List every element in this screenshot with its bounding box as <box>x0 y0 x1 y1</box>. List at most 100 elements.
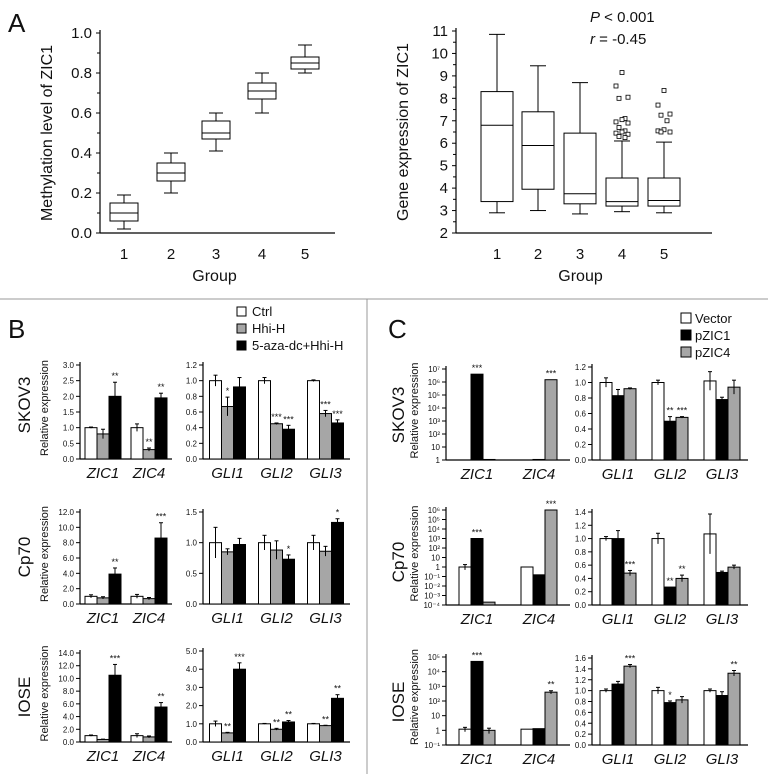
legend-swatch-pzic1 <box>680 329 692 341</box>
y-tick-label: 10 <box>431 554 440 563</box>
y-tick-label: 1.5 <box>186 508 198 517</box>
chart-c-cp70-gli: 0.00.20.40.60.81.01.21.4GLI1***GLI2****G… <box>575 508 748 628</box>
y-tick-label: 0.4 <box>575 719 587 728</box>
x-category-label: ZIC4 <box>132 748 166 765</box>
significance-marker: ** <box>730 660 738 670</box>
significance-marker: *** <box>283 414 294 424</box>
bar-vector <box>651 538 665 606</box>
box-group-3 <box>201 112 231 152</box>
bar-5-aza-dc-hhi-h <box>233 544 246 605</box>
y-tick-label: 1.0 <box>186 377 198 386</box>
x-category-label: GLI3 <box>309 465 342 482</box>
outlier-point <box>619 70 625 75</box>
bar-hhi-h <box>270 423 283 460</box>
y-tick-label: 0.5 <box>63 439 75 448</box>
bar-pzic1 <box>663 586 677 606</box>
bar-pzic1 <box>663 702 677 746</box>
box-group-2 <box>521 65 555 212</box>
bar-pzic4 <box>623 388 637 461</box>
y-tick-label: 0.0 <box>186 738 198 747</box>
y-tick-label: 10⁻² <box>424 582 440 591</box>
chart-c-skov3-zic: 1 10 10² 10³ 10⁴ 10⁵ 10⁶ 10⁷ Relative expression… <box>409 363 570 483</box>
legend-label: pZIC1 <box>695 328 730 343</box>
significance-marker: *** <box>271 412 282 422</box>
y-tick-label: 3.0 <box>186 683 198 692</box>
bar-group-zic4: ZIC4 ** <box>520 680 558 768</box>
legend-c: Vector pZIC1 pZIC4 <box>680 311 733 360</box>
x-category-label: GLI1 <box>211 465 244 482</box>
legend-label: Ctrl <box>252 304 272 319</box>
significance-marker: *** <box>156 512 167 522</box>
outlier-point <box>616 125 622 130</box>
bar-5-aza-dc-hhi-h <box>154 397 168 460</box>
significance-marker: ** <box>157 382 165 392</box>
bar-hhi-h <box>270 728 283 743</box>
bar-group-zic4: ZIC4 ** ** <box>130 382 168 482</box>
row-label-iose-b: IOSE <box>15 677 34 718</box>
x-tick-label: 4 <box>618 246 626 263</box>
y-tick-label: 0.0 <box>63 455 75 464</box>
y-tick-label: 1.2 <box>575 521 587 530</box>
y-tick-label: 7 <box>440 113 448 130</box>
chart-c-iose-zic: 10⁻¹ 1 10 10² 10³ 10⁴ 10⁵ Relative expression ZI… <box>409 649 570 768</box>
bar-pzic4 <box>727 386 741 461</box>
bar-ctrl <box>209 380 222 460</box>
y-tick-label: 0.0 <box>71 225 92 242</box>
panel-label-a: A <box>8 8 26 38</box>
bar-pzic4 <box>623 572 637 606</box>
bar-pzic4 <box>544 509 558 606</box>
bar-5-aza-dc-hhi-h <box>282 558 295 605</box>
y-tick-label: 0.2 <box>575 588 587 597</box>
y-tick-label: 10 <box>431 45 448 62</box>
outlier-point <box>667 111 673 117</box>
y-tick-label: 0.4 <box>575 425 587 434</box>
x-axis-title: Group <box>192 268 237 285</box>
legend-b: Ctrl Hhi-H 5-aza-dc+Hhi-H <box>236 304 343 353</box>
y-tick-label: 2.0 <box>63 725 75 734</box>
x-category-label: GLI1 <box>602 466 635 483</box>
y-tick-label: 10⁶ <box>428 506 440 515</box>
y-tick-label: 1.0 <box>186 720 198 729</box>
legend-label: pZIC4 <box>695 345 730 360</box>
bar-ctrl <box>130 427 144 460</box>
outlier-point <box>619 117 625 123</box>
box-group-1 <box>109 194 139 230</box>
outlier-point <box>625 120 631 126</box>
chart-b-iose-gli: 0.01.02.03.04.05.0GLI1*****GLI2****GLI3*… <box>186 647 350 765</box>
x-category-label: ZIC4 <box>522 611 556 628</box>
y-tick-label: 6 <box>440 135 448 152</box>
bar-pzic1 <box>532 728 546 746</box>
bar-ctrl <box>84 427 98 460</box>
bar-pzic4 <box>482 458 496 461</box>
x-tick-label: 1 <box>120 246 128 263</box>
outlier-point <box>658 129 664 135</box>
x-tick-label: 2 <box>167 246 175 263</box>
outlier-point <box>613 119 619 125</box>
bar-ctrl <box>258 723 271 743</box>
x-category-label: GLI2 <box>260 465 293 482</box>
x-category-label: GLI3 <box>309 610 342 627</box>
y-tick-label: 0.0 <box>575 456 587 465</box>
x-tick-label: 5 <box>301 246 309 263</box>
bar-hhi-h <box>96 738 110 743</box>
outlier-point <box>616 134 622 139</box>
y-tick-label: 6.0 <box>63 554 75 563</box>
y-tick-label: 10⁻³ <box>424 592 440 601</box>
y-tick-label: 10⁴ <box>428 668 441 677</box>
bar-5-aza-dc-hhi-h <box>331 697 344 743</box>
bar-5-aza-dc-hhi-h <box>233 386 246 460</box>
bar-pzic4 <box>482 601 496 606</box>
y-tick-label: 11 <box>432 23 448 40</box>
bar-group-gli2: GLI2 * <box>258 534 295 627</box>
bar-pzic1 <box>470 373 484 461</box>
x-category-label: ZIC1 <box>460 466 494 483</box>
bar-ctrl <box>307 723 320 743</box>
x-category-label: GLI2 <box>654 611 687 628</box>
y-tick-label: 0.6 <box>575 561 587 570</box>
significance-marker: ** <box>678 564 686 574</box>
x-category-label: ZIC1 <box>460 611 494 628</box>
y-tick-label: 0.2 <box>575 730 587 739</box>
x-category-label: ZIC1 <box>86 748 120 765</box>
